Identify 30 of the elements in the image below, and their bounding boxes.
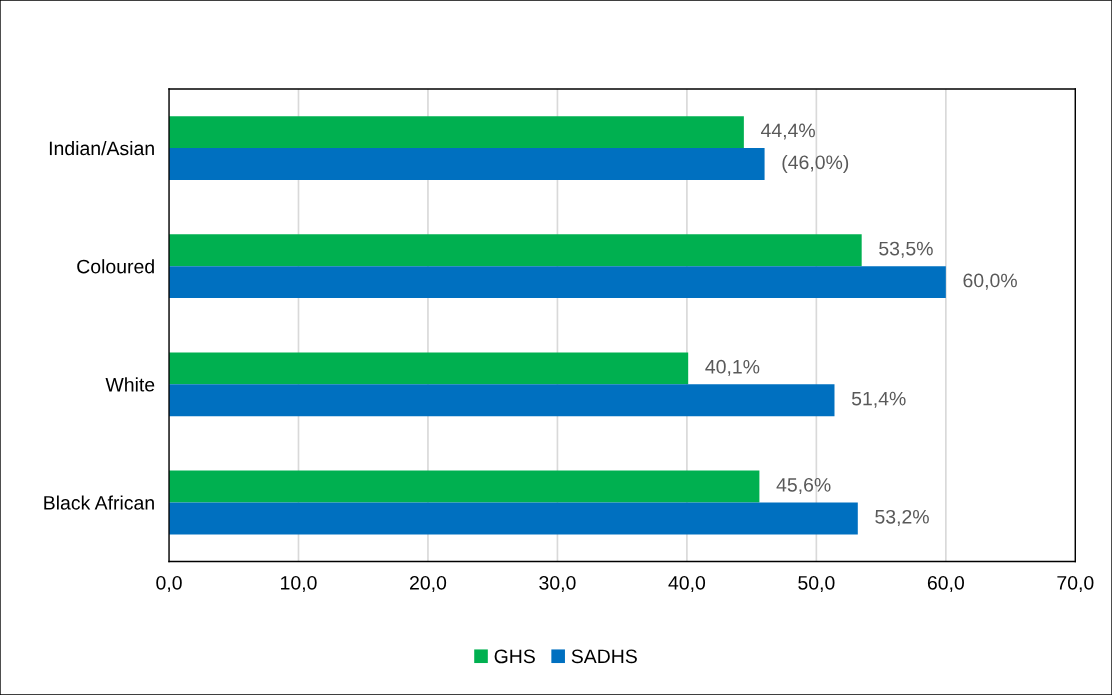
x-tick-label: 20,0 xyxy=(410,575,447,593)
bar xyxy=(169,384,835,417)
x-tick-label: 10,0 xyxy=(281,575,317,593)
data-label: 45,6% xyxy=(776,477,831,495)
bar xyxy=(169,116,744,149)
bar xyxy=(169,234,862,267)
x-tick-label: 0,0 xyxy=(156,575,182,593)
bar xyxy=(169,502,858,535)
legend-label: GHS xyxy=(494,649,535,664)
bar xyxy=(169,470,760,503)
data-label: (46,0%) xyxy=(782,154,849,174)
x-tick-label: 30,0 xyxy=(539,575,576,593)
data-label: 60,0% xyxy=(963,273,1017,290)
data-label: 51,4% xyxy=(851,391,906,408)
legend-label: SADHS xyxy=(571,649,637,664)
y-tick-label: Coloured xyxy=(77,259,154,274)
y-tick-label: Black African xyxy=(44,495,154,510)
data-label: 40,1% xyxy=(705,359,760,376)
x-tick-label: 60,0 xyxy=(927,575,964,593)
data-label: 44,4% xyxy=(760,123,815,140)
data-label: 53,5% xyxy=(879,241,933,258)
x-tick-label: 70,0 xyxy=(1057,575,1094,593)
data-label: 53,2% xyxy=(875,509,929,526)
y-tick-label: Indian/Asian xyxy=(49,140,154,156)
x-tick-label: 50,0 xyxy=(798,575,835,593)
bar xyxy=(169,148,765,180)
y-tick-label: White xyxy=(105,377,155,392)
bar xyxy=(169,266,946,299)
bar xyxy=(169,352,689,385)
x-tick-label: 40,0 xyxy=(668,575,706,593)
